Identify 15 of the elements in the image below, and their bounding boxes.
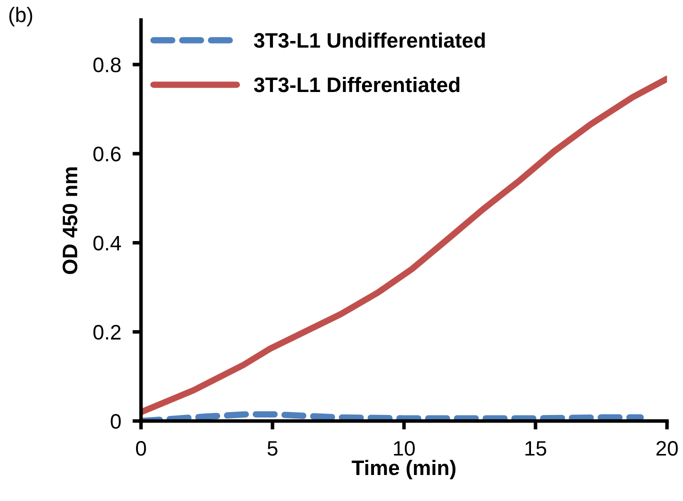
x-tick-label: 20 xyxy=(656,440,678,456)
x-tick-label: 10 xyxy=(394,440,415,456)
x-tick-label: 0 xyxy=(136,440,146,456)
y-tick-label: 0.4 xyxy=(93,236,121,251)
y-tick-label: 0.8 xyxy=(93,58,121,72)
x-tick-label: 15 xyxy=(526,441,546,456)
y-tick-label: 0.2 xyxy=(93,324,121,340)
x-axis-title: Time (min) xyxy=(352,460,456,480)
x-tick-label: 5 xyxy=(268,441,278,456)
legend-label: 3T3-L1 Undifferentiated xyxy=(254,32,485,48)
legend-label: 3T3-L1 Differentiated xyxy=(254,76,460,92)
y-axis-title: OD 450 nm xyxy=(62,167,78,274)
text: (b) xyxy=(9,6,32,26)
y-tick-label: 0.6 xyxy=(93,146,121,162)
y-tick-label: 0 xyxy=(110,414,121,429)
